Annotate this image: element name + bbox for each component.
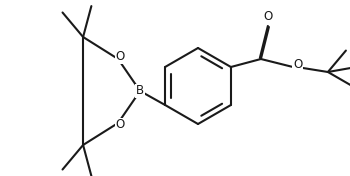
Text: B: B (136, 84, 144, 98)
Text: O: O (116, 118, 125, 131)
Text: O: O (293, 58, 302, 71)
Text: O: O (263, 10, 273, 23)
Text: O: O (116, 51, 125, 64)
